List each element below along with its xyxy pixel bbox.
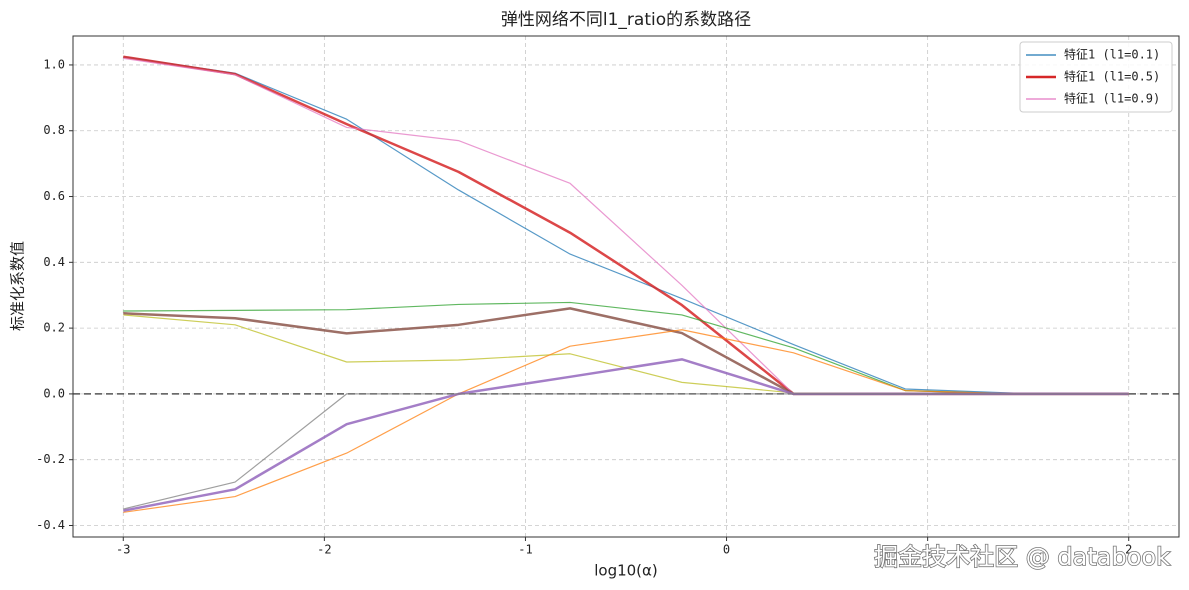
legend: 特征1 (l1=0.1) 特征1 (l1=0.5) 特征1 (l1=0.9) xyxy=(1019,41,1173,113)
y-tick-label: 0.0 xyxy=(43,386,65,400)
y-tick-label: -0.4 xyxy=(36,518,65,532)
series-line xyxy=(123,55,1129,396)
legend-label: 特征1 (l1=0.9) xyxy=(1064,91,1160,106)
legend-box xyxy=(1019,41,1173,113)
x-tick-label: 0 xyxy=(723,543,730,557)
x-tick-label: -2 xyxy=(317,543,331,557)
series-line xyxy=(123,301,1129,395)
series-line xyxy=(123,393,1129,510)
y-tick-label: 0.4 xyxy=(43,255,65,269)
y-tick-label: 0.6 xyxy=(43,189,65,203)
series-line xyxy=(123,314,1129,395)
watermark: 掘金技术社区 @ databook xyxy=(874,543,1170,571)
plot-frame xyxy=(72,35,1180,538)
y-tick-label: 0.8 xyxy=(43,123,65,137)
series-line xyxy=(123,307,1129,396)
legend-label: 特征1 (l1=0.5) xyxy=(1064,69,1160,84)
series-line xyxy=(123,57,1129,395)
x-tick-label: 2 xyxy=(1125,543,1132,557)
series-line xyxy=(123,56,1129,395)
y-tick-label: 0.2 xyxy=(43,321,65,335)
legend-label: 特征1 (l1=0.1) xyxy=(1064,47,1160,62)
y-tick-label: 1.0 xyxy=(43,57,65,71)
y-tick-label: -0.2 xyxy=(36,452,65,466)
y-axis-label: 标准化系数值 xyxy=(9,241,27,331)
x-tick-label: 1 xyxy=(924,543,931,557)
series-line xyxy=(123,358,1129,512)
x-tick-label: -3 xyxy=(116,543,130,557)
x-axis-label: log10(α) xyxy=(594,562,658,580)
chart-title: 弹性网络不同l1_ratio的系数路径 xyxy=(501,10,751,30)
x-tick-label: -1 xyxy=(518,543,532,557)
series-line xyxy=(123,329,1129,513)
